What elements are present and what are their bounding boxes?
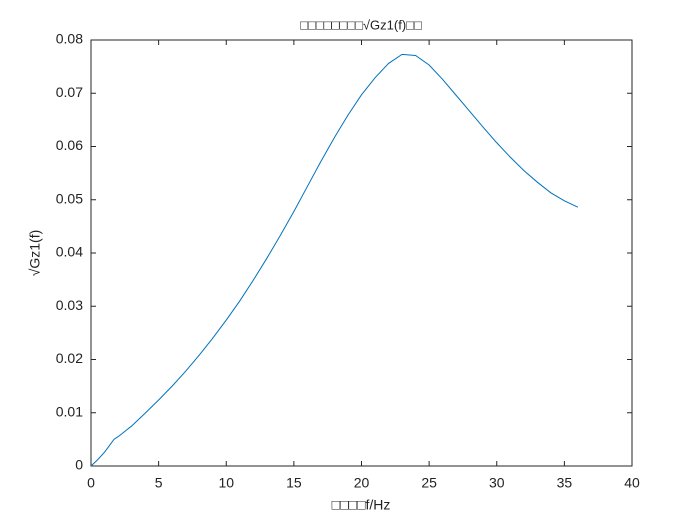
y-tick-label: 0 — [75, 457, 83, 473]
y-tick-label: 0.02 — [56, 350, 83, 366]
chart-title: □□□□□□□□√Gz1(f)□□ — [300, 17, 422, 32]
x-tick-label: 10 — [218, 475, 234, 491]
x-tick-label: 25 — [421, 475, 437, 491]
data-line — [90, 53, 579, 467]
x-tick-label: 40 — [624, 475, 640, 491]
y-axis-label: √Gz1(f) — [27, 230, 43, 277]
y-tick-label: 0.06 — [56, 137, 83, 153]
y-tick-label: 0.01 — [56, 403, 83, 419]
y-tick-label: 0.07 — [56, 84, 83, 100]
axes-box — [90, 39, 633, 467]
x-tick-label: 35 — [557, 475, 573, 491]
x-tick-label: 5 — [155, 475, 163, 491]
y-tick-label: 0.05 — [56, 190, 83, 206]
y-tick-label: 0.04 — [56, 244, 83, 260]
x-tick-label: 0 — [87, 475, 95, 491]
y-tick-label: 0.03 — [56, 297, 83, 313]
y-tick-label: 0.08 — [56, 31, 83, 47]
x-tick-label: 20 — [354, 475, 370, 491]
x-axis-label: □□□□f/Hz — [332, 497, 391, 513]
x-tick-label: 15 — [286, 475, 302, 491]
x-tick-label: 30 — [489, 475, 505, 491]
